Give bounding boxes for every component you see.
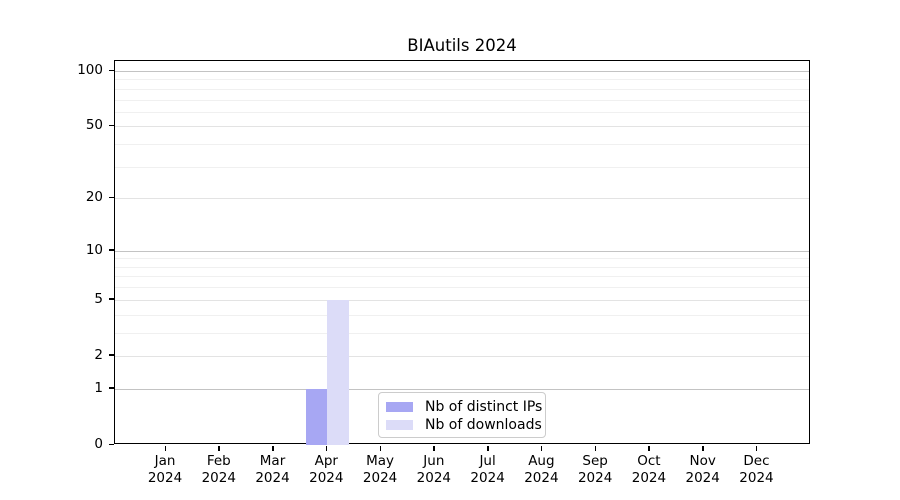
x-tick-label-sep: Sep 2024 xyxy=(577,453,613,486)
y-tick-label-1: 1 xyxy=(94,379,103,396)
gridline-y-4 xyxy=(115,314,809,316)
bar-nb-of-distinct-ips-apr xyxy=(305,388,328,445)
x-tick-label-jun: Jun 2024 xyxy=(416,453,452,486)
x-tick-aug xyxy=(540,445,543,451)
x-tick-label-jul: Jul 2024 xyxy=(470,453,505,486)
gridline-y-8 xyxy=(115,266,809,268)
x-tick-dec xyxy=(755,445,758,451)
x-tick-label-mar: Mar 2024 xyxy=(255,453,290,486)
gridline-y-80 xyxy=(115,88,809,90)
x-tick-mar xyxy=(272,445,274,451)
x-tick-label-oct: Oct 2024 xyxy=(631,453,667,486)
x-tick-label-aug: Aug 2024 xyxy=(524,453,559,486)
gridline-y-6 xyxy=(115,287,809,289)
gridline-y-40 xyxy=(115,144,809,146)
x-tick-feb xyxy=(218,445,220,451)
x-tick-sep xyxy=(594,445,597,451)
y-tick-label-50: 50 xyxy=(85,117,103,134)
gridline-y-2 xyxy=(115,355,809,357)
y-tick-20 xyxy=(109,196,114,199)
y-tick-label-100: 100 xyxy=(77,62,103,78)
gridline-y-30 xyxy=(115,166,809,168)
x-tick-may xyxy=(379,445,382,451)
y-tick-label-20: 20 xyxy=(85,189,103,206)
y-tick-0 xyxy=(109,443,114,445)
x-tick-label-feb: Feb 2024 xyxy=(201,453,236,486)
gridline-y-5 xyxy=(115,299,809,301)
chart-title: BIAutils 2024 xyxy=(407,36,517,55)
legend-swatch xyxy=(386,420,413,430)
gridline-y-3 xyxy=(115,332,809,334)
y-tick-label-5: 5 xyxy=(94,290,103,307)
y-tick-100 xyxy=(109,69,114,71)
legend-label: Nb of downloads xyxy=(425,417,542,433)
gridline-y-100 xyxy=(115,71,809,72)
x-tick-jul xyxy=(487,445,489,451)
gridline-y-1 xyxy=(115,388,809,390)
gridline-y-7 xyxy=(115,276,809,278)
plot-area xyxy=(114,60,810,445)
gridline-y-60 xyxy=(115,111,809,113)
legend-label: Nb of distinct IPs xyxy=(425,399,543,415)
x-tick-label-may: May 2024 xyxy=(362,453,398,486)
y-tick-2 xyxy=(109,354,114,356)
gridline-y-9 xyxy=(115,258,809,260)
y-tick-5 xyxy=(109,298,114,300)
x-tick-jan xyxy=(164,445,166,451)
y-tick-label-10: 10 xyxy=(85,241,103,258)
y-tick-1 xyxy=(109,387,114,389)
gridline-y-10 xyxy=(115,250,809,252)
x-tick-label-dec: Dec 2024 xyxy=(739,453,774,486)
y-tick-label-2: 2 xyxy=(94,346,103,363)
x-tick-jun xyxy=(433,445,435,451)
y-tick-50 xyxy=(109,124,114,127)
bar-nb-of-downloads-apr xyxy=(327,299,349,445)
legend: Nb of distinct IPs Nb of downloads xyxy=(378,392,546,438)
x-tick-apr xyxy=(325,445,328,451)
gridline-y-70 xyxy=(115,99,809,101)
legend-item-nb-of-distinct-ips: Nb of distinct IPs xyxy=(386,398,542,416)
y-tick-10 xyxy=(109,249,114,251)
x-tick-label-jan: Jan 2024 xyxy=(147,453,183,486)
legend-swatch xyxy=(386,402,413,412)
gridline-y-90 xyxy=(115,79,809,81)
x-tick-oct xyxy=(648,445,650,451)
gridline-y-50 xyxy=(115,126,809,128)
legend-item-nb-of-downloads: Nb of downloads xyxy=(386,416,542,434)
x-tick-label-apr: Apr 2024 xyxy=(309,453,344,486)
gridline-y-20 xyxy=(115,198,809,200)
x-tick-nov xyxy=(702,445,704,451)
y-tick-label-0: 0 xyxy=(94,436,103,452)
x-tick-label-nov: Nov 2024 xyxy=(685,453,720,486)
